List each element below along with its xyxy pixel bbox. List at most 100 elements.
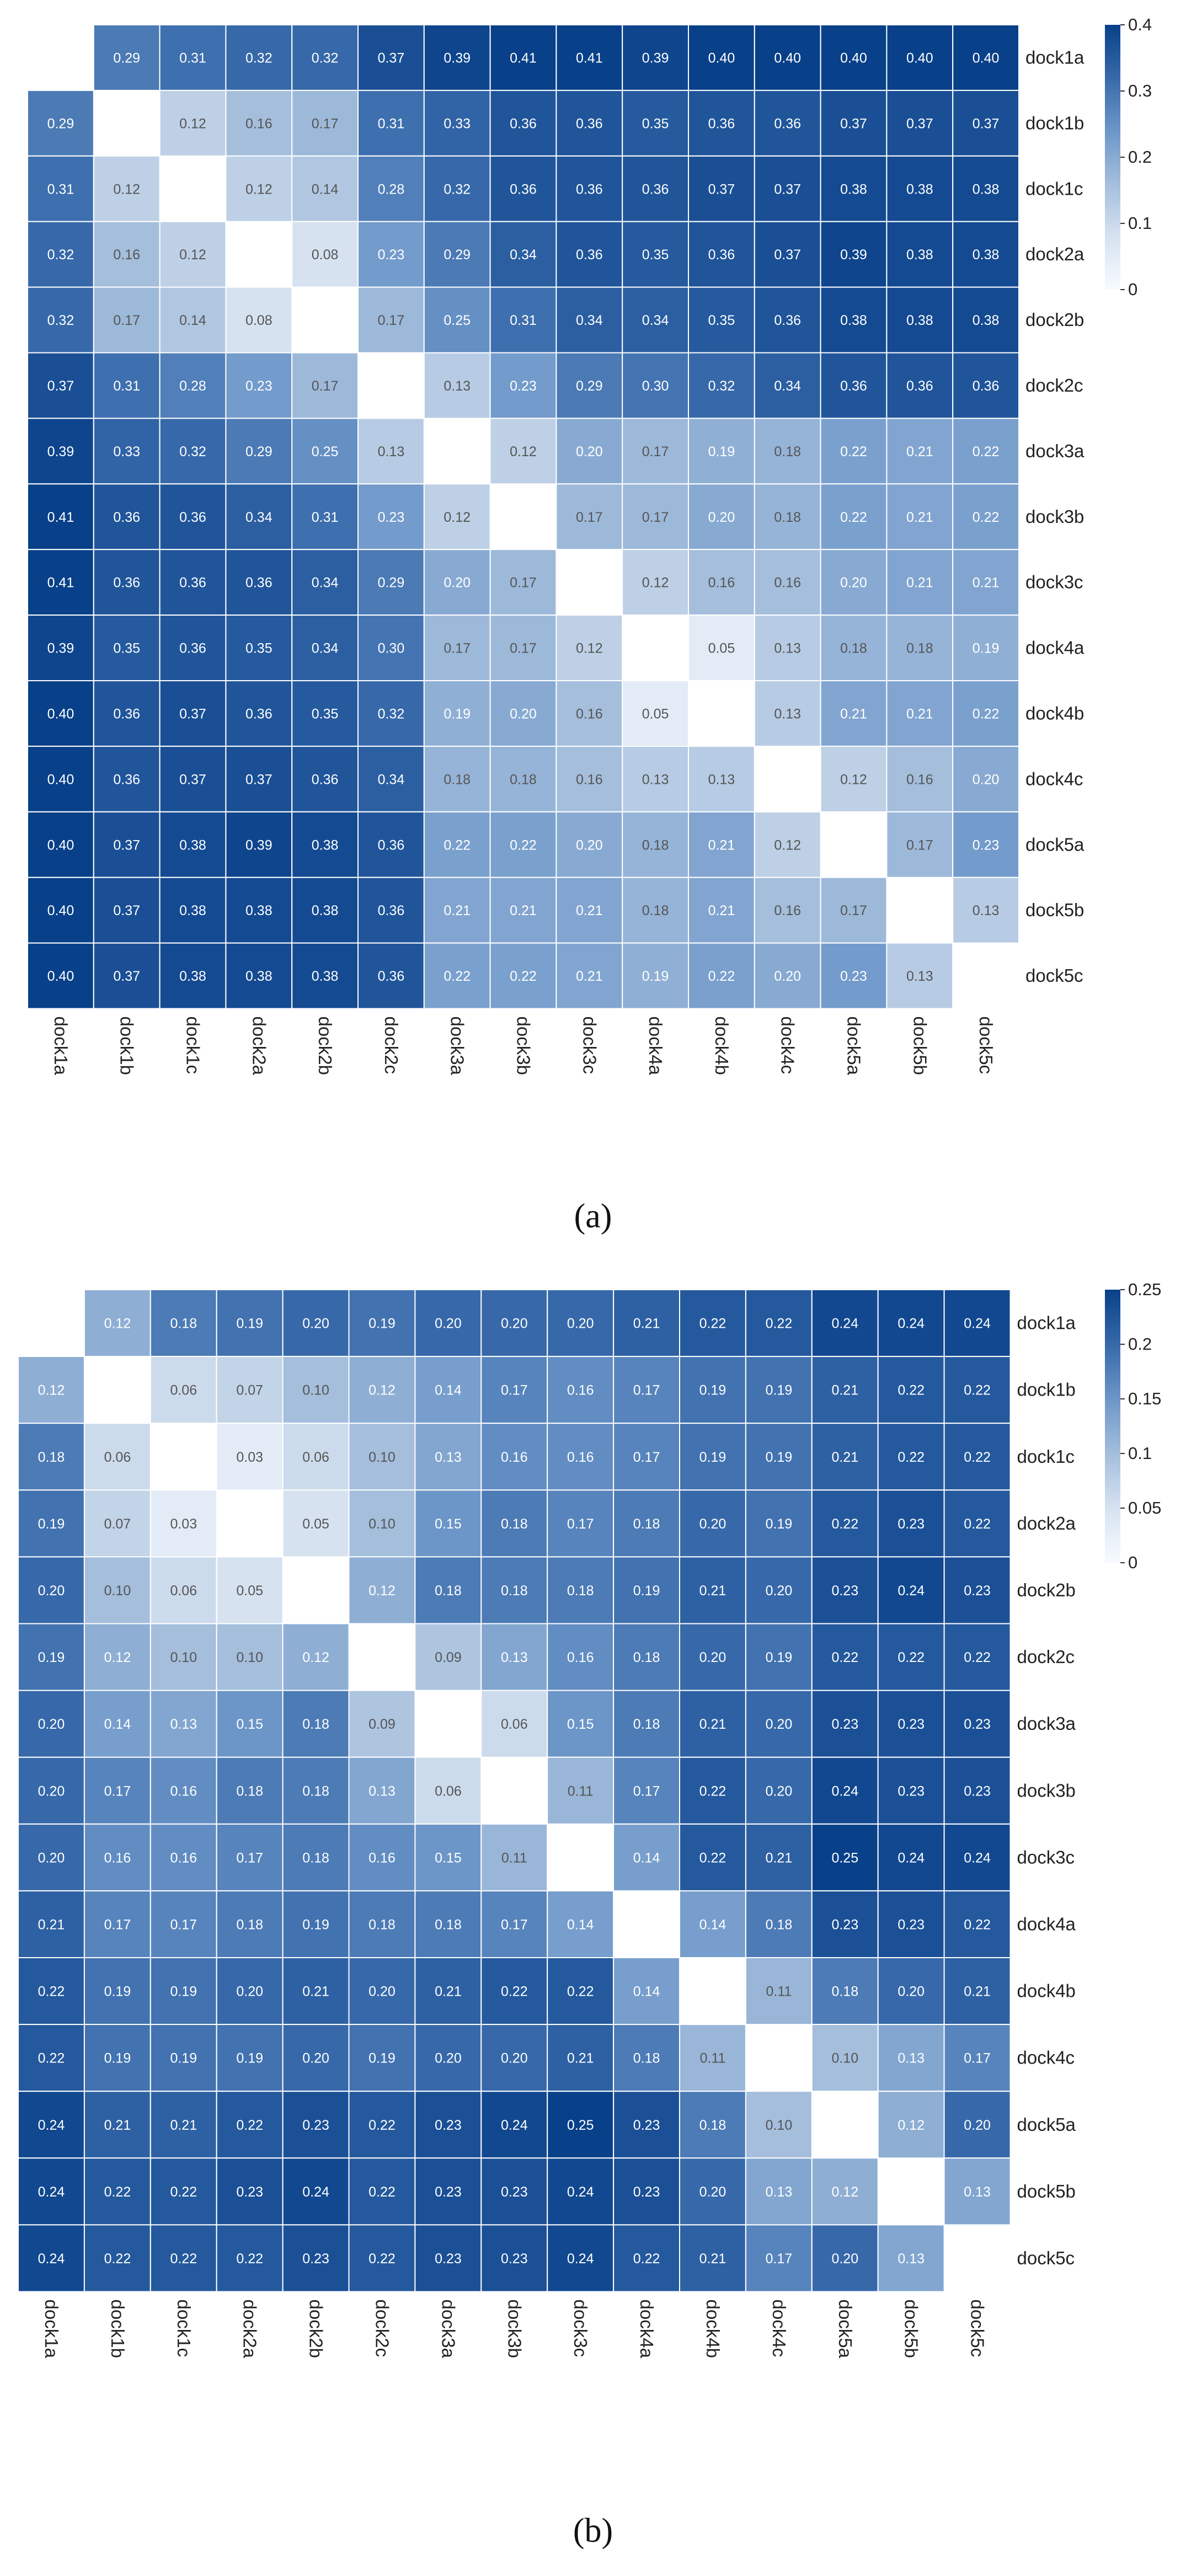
cell-value: 0.19 [766,1450,793,1465]
heatmap-panel-a: 0.29 0.31 0.32 0.32 0.37 0.39 0.41 0.41 0.39 0.40… [27,15,1152,1235]
cell-value: 0.22 [38,2051,65,2066]
heatmap-cell [745,1423,813,1491]
cell-value: 0.12 [576,641,603,656]
cell-value: 0.38 [973,181,1000,197]
cell-value: 0.24 [897,1850,925,1866]
heatmap-cell [547,2224,615,2292]
cell-value: 0.20 [38,1850,65,1866]
heatmap-cell [480,2157,548,2226]
cell-value: 0.31 [312,510,339,525]
heatmap-cell [622,352,689,419]
cell-value: 0.36 [576,116,603,131]
heatmap-cell [613,1356,680,1424]
cell-value: 0.06 [435,1783,462,1799]
cell-value: 0.29 [378,575,405,591]
heatmap-cell [414,2091,482,2159]
cell-value: 0.18 [444,772,471,787]
heatmap-cell [811,1823,879,1891]
heatmap-cell [952,614,1019,681]
heatmap-cell [480,1423,548,1491]
heatmap-cell [877,2224,945,2292]
cell-value: 0.14 [312,181,339,197]
heatmap-cell [149,1690,217,1758]
cell-value: 0.16 [170,1783,197,1799]
row-label: dock5a [1025,834,1085,854]
cell-value: 0.37 [179,707,206,722]
cell-value: 0.23 [964,1583,991,1599]
cell-value: 0.21 [633,1316,660,1332]
cell-value: 0.13 [973,903,1000,918]
cell-value: 0.19 [633,1583,660,1599]
panel-caption: (a) [574,1198,612,1235]
cell-value: 0.32 [245,51,273,66]
cell-value: 0.06 [302,1450,329,1465]
cell-value: 0.19 [766,1383,793,1398]
cell-value: 0.20 [973,772,1000,787]
heatmap-cell [93,614,161,681]
heatmap-cell [149,1890,217,1958]
colorbar-tick-label: 0.05 [1128,1498,1161,1517]
cell-value: 0.18 [302,1850,329,1866]
column-label: dock1a [41,2300,62,2359]
heatmap-cell [225,811,293,878]
cell-value: 0.11 [766,1984,792,2000]
cell-value: 0.29 [444,247,471,263]
heatmap-cell [811,1957,879,2025]
cell-value: 0.20 [236,1984,263,2000]
row-label: dock4a [1025,638,1085,658]
cell-value: 0.18 [38,1450,65,1465]
cell-value: 0.24 [567,2251,594,2267]
heatmap-cell [886,352,954,419]
colorbar-tick-label: 0.2 [1128,147,1152,167]
heatmap-cell [811,1356,879,1424]
cell-value: 0.19 [642,969,669,984]
cell-value: 0.21 [964,1984,991,2000]
heatmap-cell [423,24,491,91]
cell-value: 0.17 [840,903,867,918]
cell-value: 0.31 [113,378,140,394]
heatmap-cell [688,418,755,485]
heatmap-cell [754,549,821,616]
cell-value: 0.13 [444,378,471,394]
colorbar-tick-label: 0.1 [1128,213,1152,233]
cell-value: 0.18 [633,2051,660,2066]
row-label: dock3a [1025,441,1085,461]
cell-value: 0.12 [104,1316,131,1332]
cell-value: 0.08 [245,313,273,328]
cell-value: 0.21 [906,575,933,591]
cell-value: 0.17 [501,1917,528,1932]
cell-value: 0.19 [236,2051,263,2066]
cell-value: 0.20 [38,1717,65,1732]
cell-value: 0.32 [47,247,74,263]
cell-value: 0.23 [510,378,537,394]
heatmap-cell [952,680,1019,747]
heatmap-cell [679,2024,746,2092]
heatmap-cell [547,1556,615,1624]
heatmap-cell [291,483,359,551]
row-label: dock2a [1025,244,1085,264]
heatmap-cell [480,1623,548,1691]
cell-value: 0.10 [831,2051,858,2066]
row-label: dock3a [1017,1713,1076,1734]
heatmap-cell [159,614,227,681]
cell-value: 0.37 [113,837,140,853]
heatmap-cell [423,680,491,747]
heatmap-cell [159,745,227,813]
heatmap-cell [216,2224,284,2292]
heatmap-cell [622,680,689,747]
column-label: dock2c [372,2300,393,2358]
column-label: dock5a [844,1017,864,1076]
cell-value: 0.17 [642,444,669,459]
cell-value: 0.24 [897,1316,925,1332]
cell-value: 0.25 [312,444,339,459]
heatmap-cell [18,1623,85,1691]
heatmap-cell [83,1423,151,1491]
cell-value: 0.17 [312,378,339,394]
cell-value: 0.21 [708,903,735,918]
cell-value: 0.38 [906,313,933,328]
heatmap-cell [489,418,557,485]
heatmap-cell [622,942,689,1009]
cell-value: 0.22 [104,2184,131,2200]
row-label: dock5a [1017,2114,1076,2135]
cell-value: 0.12 [831,2184,858,2200]
